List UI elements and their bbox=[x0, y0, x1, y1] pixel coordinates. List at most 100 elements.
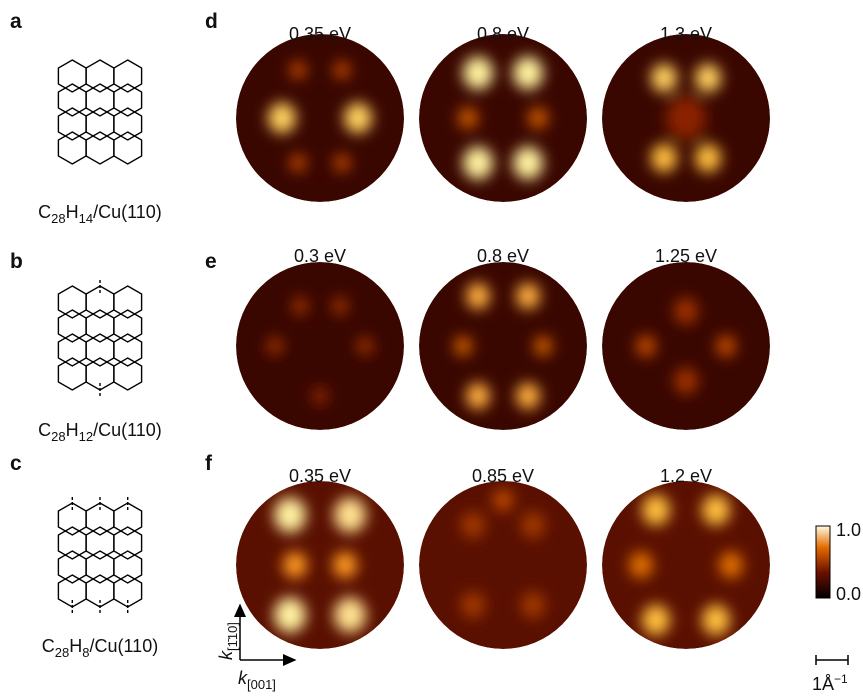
momentum-map bbox=[602, 262, 770, 430]
formula-part: H bbox=[66, 420, 79, 440]
energy-label: 0.35 eV bbox=[289, 466, 351, 486]
intensity-spot bbox=[521, 512, 545, 538]
molecule-drawing bbox=[58, 280, 141, 396]
intensity-spot bbox=[642, 495, 670, 526]
intensity-spot bbox=[312, 387, 328, 405]
momentum-map bbox=[236, 34, 404, 202]
intensity-spot bbox=[461, 512, 485, 538]
ring bbox=[58, 60, 86, 92]
formula-part: /Cu(110) bbox=[93, 202, 162, 222]
momentum-map bbox=[602, 481, 770, 649]
ring bbox=[86, 60, 114, 92]
energy-label: 1.3 eV bbox=[660, 24, 712, 44]
axis-label: k[001] bbox=[238, 668, 276, 692]
subscript: 14 bbox=[79, 211, 93, 226]
map-background bbox=[602, 262, 770, 430]
intensity-spot bbox=[274, 497, 306, 532]
intensity-spot bbox=[636, 335, 656, 357]
energy-label: 0.85 eV bbox=[472, 466, 534, 486]
intensity-spot bbox=[463, 147, 493, 180]
molecules bbox=[58, 60, 141, 613]
intensity-spot bbox=[702, 605, 730, 636]
intensity-spot bbox=[716, 335, 736, 357]
ring bbox=[86, 527, 114, 559]
ring bbox=[86, 551, 114, 583]
intensity-spot bbox=[292, 297, 308, 315]
colorbar-min: 0.0 bbox=[836, 584, 861, 604]
scale-text: 1Å bbox=[812, 674, 834, 694]
intensity-spot bbox=[290, 61, 306, 79]
formula-part: H bbox=[66, 202, 79, 222]
intensity-spot bbox=[344, 103, 372, 134]
panel-label: b bbox=[10, 250, 23, 273]
ring bbox=[114, 132, 142, 164]
formula: C28H8/Cu(110) bbox=[42, 636, 158, 660]
formula-part: /Cu(110) bbox=[93, 420, 162, 440]
intensity-spot bbox=[466, 283, 490, 309]
intensity-spot bbox=[466, 383, 490, 409]
map-background bbox=[602, 481, 770, 649]
panel-label: f bbox=[205, 452, 213, 475]
momentum-map bbox=[236, 481, 404, 649]
map-background bbox=[236, 481, 404, 649]
subscript: 12 bbox=[79, 429, 93, 444]
ring bbox=[58, 108, 86, 140]
colorbar-max: 1.0 bbox=[836, 520, 861, 540]
ring bbox=[86, 108, 114, 140]
ring bbox=[58, 527, 86, 559]
intensity-spot bbox=[534, 336, 552, 356]
intensity-spot bbox=[357, 337, 373, 355]
intensity-spot bbox=[463, 57, 493, 90]
colorbar bbox=[816, 526, 830, 598]
map-background bbox=[419, 34, 587, 202]
intensity-spot bbox=[454, 336, 472, 356]
formula-part: /Cu(110) bbox=[90, 636, 159, 656]
intensity-spot bbox=[458, 107, 478, 129]
energy-label: 0.8 eV bbox=[477, 24, 529, 44]
intensity-spot bbox=[461, 592, 485, 618]
ring bbox=[114, 108, 142, 140]
maps bbox=[236, 34, 770, 649]
intensity-spot bbox=[334, 154, 350, 172]
formula-part: H bbox=[69, 636, 82, 656]
intensity-spot bbox=[493, 489, 513, 511]
ring bbox=[58, 310, 86, 342]
panel-label: d bbox=[205, 10, 218, 33]
intensity-spot bbox=[651, 144, 677, 173]
intensity-spot bbox=[528, 107, 548, 129]
intensity-spot bbox=[332, 297, 348, 315]
panel-label: e bbox=[205, 250, 217, 273]
ring bbox=[58, 551, 86, 583]
intensity-spot bbox=[629, 552, 653, 578]
map-background bbox=[236, 34, 404, 202]
ring bbox=[86, 132, 114, 164]
map-background bbox=[419, 262, 587, 430]
ring bbox=[114, 527, 142, 559]
ring bbox=[114, 60, 142, 92]
ring bbox=[58, 358, 86, 390]
subscript: 28 bbox=[55, 645, 69, 660]
intensity-spot bbox=[513, 147, 543, 180]
intensity-spot bbox=[674, 368, 698, 394]
ring bbox=[86, 84, 114, 116]
energy-label: 0.3 eV bbox=[294, 246, 346, 266]
ring bbox=[58, 286, 86, 318]
scale-bar bbox=[816, 655, 848, 665]
ring bbox=[86, 310, 114, 342]
formula-part: C bbox=[42, 636, 55, 656]
intensity-spot bbox=[702, 495, 730, 526]
molecule-drawing bbox=[58, 60, 141, 164]
intensity-spot bbox=[695, 144, 721, 173]
intensity-spot bbox=[521, 592, 545, 618]
intensity-spot bbox=[513, 57, 543, 90]
subscript: 28 bbox=[51, 429, 65, 444]
ring bbox=[114, 286, 142, 318]
intensity-spot bbox=[516, 283, 540, 309]
intensity-spot bbox=[333, 552, 357, 578]
intensity-spot bbox=[334, 497, 366, 532]
momentum-map bbox=[419, 34, 587, 202]
subscript: 28 bbox=[51, 211, 65, 226]
ring bbox=[58, 132, 86, 164]
molecule-drawing bbox=[58, 497, 141, 613]
intensity-spot bbox=[290, 154, 306, 172]
